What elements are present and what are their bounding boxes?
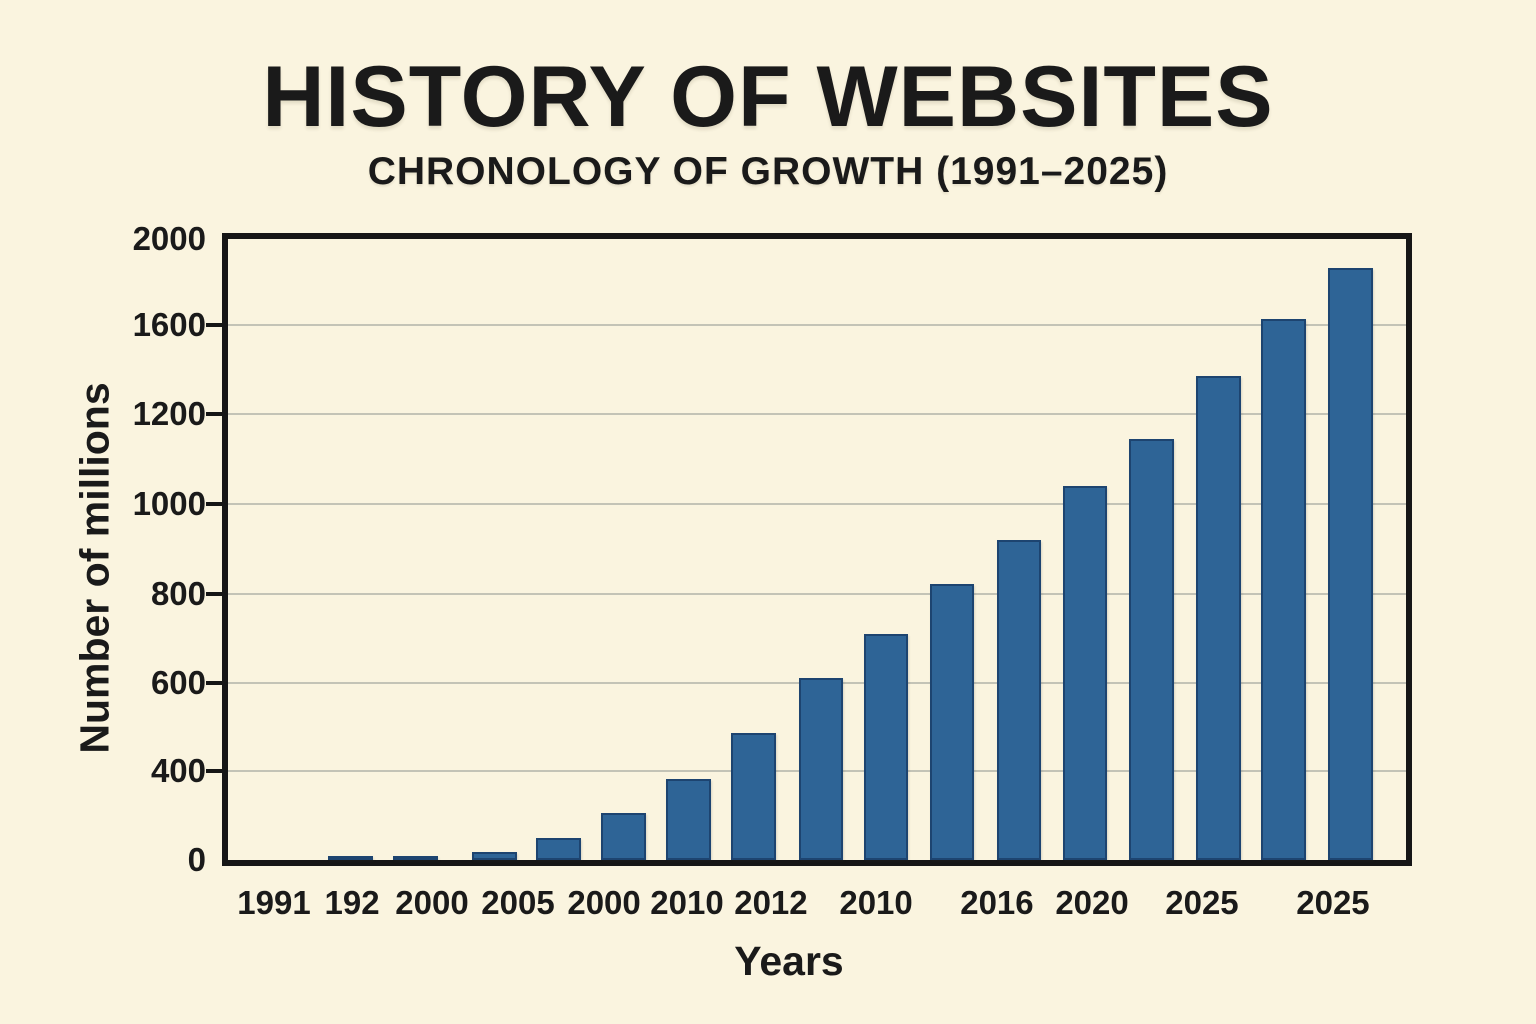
y-tick-label: 600 — [150, 664, 206, 701]
x-tick-label: 2010 — [839, 884, 913, 921]
x-tick-label: 1991 — [237, 884, 311, 921]
y-axis-tick-labels: 2000 1600 1200 1000 800 600 400 0 — [0, 220, 206, 878]
y-tick-mark — [206, 502, 228, 507]
gridline — [228, 593, 1406, 596]
bar — [472, 852, 517, 860]
x-tick-label: 2010 — [650, 884, 724, 921]
bar — [798, 678, 844, 860]
y-tick-label: 2000 — [132, 220, 206, 257]
bar — [666, 779, 712, 860]
bar — [731, 733, 777, 860]
x-tick-label: 2016 — [960, 884, 1034, 921]
y-tick-mark — [206, 412, 228, 417]
bar — [996, 540, 1042, 860]
bar — [1128, 439, 1174, 860]
bar — [863, 634, 909, 860]
bar — [1260, 319, 1306, 860]
x-tick-label: 192 — [324, 884, 380, 921]
bar — [1195, 376, 1241, 860]
x-axis-title: Years — [734, 938, 844, 984]
y-axis-title: Number of millions — [71, 382, 118, 754]
y-tick-mark — [206, 681, 228, 685]
bar — [1062, 485, 1108, 860]
plot-area — [206, 233, 1412, 866]
y-tick-mark — [206, 322, 228, 327]
bar — [1327, 268, 1373, 860]
x-tick-label: 2025 — [1165, 884, 1239, 921]
chart-title: HISTORY OF WEBSITES — [262, 49, 1274, 145]
gridline — [228, 503, 1406, 506]
bar — [536, 838, 582, 860]
x-axis-tick-labels: 1991 192 2000 2005 2000 2010 2012 2010 2016 2020 2… — [228, 884, 1405, 930]
bar — [601, 813, 647, 860]
chart-subtitle: CHRONOLOGY OF GROWTH (1991–2025) — [367, 150, 1169, 193]
y-tick-label: 800 — [150, 575, 206, 613]
y-tick-label: 1000 — [132, 485, 206, 523]
gridline — [228, 323, 1406, 326]
y-tick-label: 1600 — [132, 305, 206, 343]
x-tick-label: 2005 — [481, 884, 555, 921]
y-tick-label: 0 — [187, 841, 206, 878]
y-tick-mark — [206, 592, 228, 597]
bar — [393, 856, 438, 860]
bar — [929, 584, 975, 860]
x-tick-label: 2025 — [1296, 884, 1370, 921]
x-tick-label: 2012 — [734, 884, 808, 921]
gridline — [228, 413, 1406, 416]
y-tick-mark — [206, 769, 228, 774]
x-tick-label: 2000 — [567, 884, 641, 921]
bar — [328, 856, 373, 860]
y-tick-label: 400 — [150, 752, 206, 790]
y-tick-label: 1200 — [132, 395, 206, 433]
x-tick-label: 2000 — [395, 884, 469, 921]
x-tick-label: 2020 — [1055, 884, 1129, 921]
